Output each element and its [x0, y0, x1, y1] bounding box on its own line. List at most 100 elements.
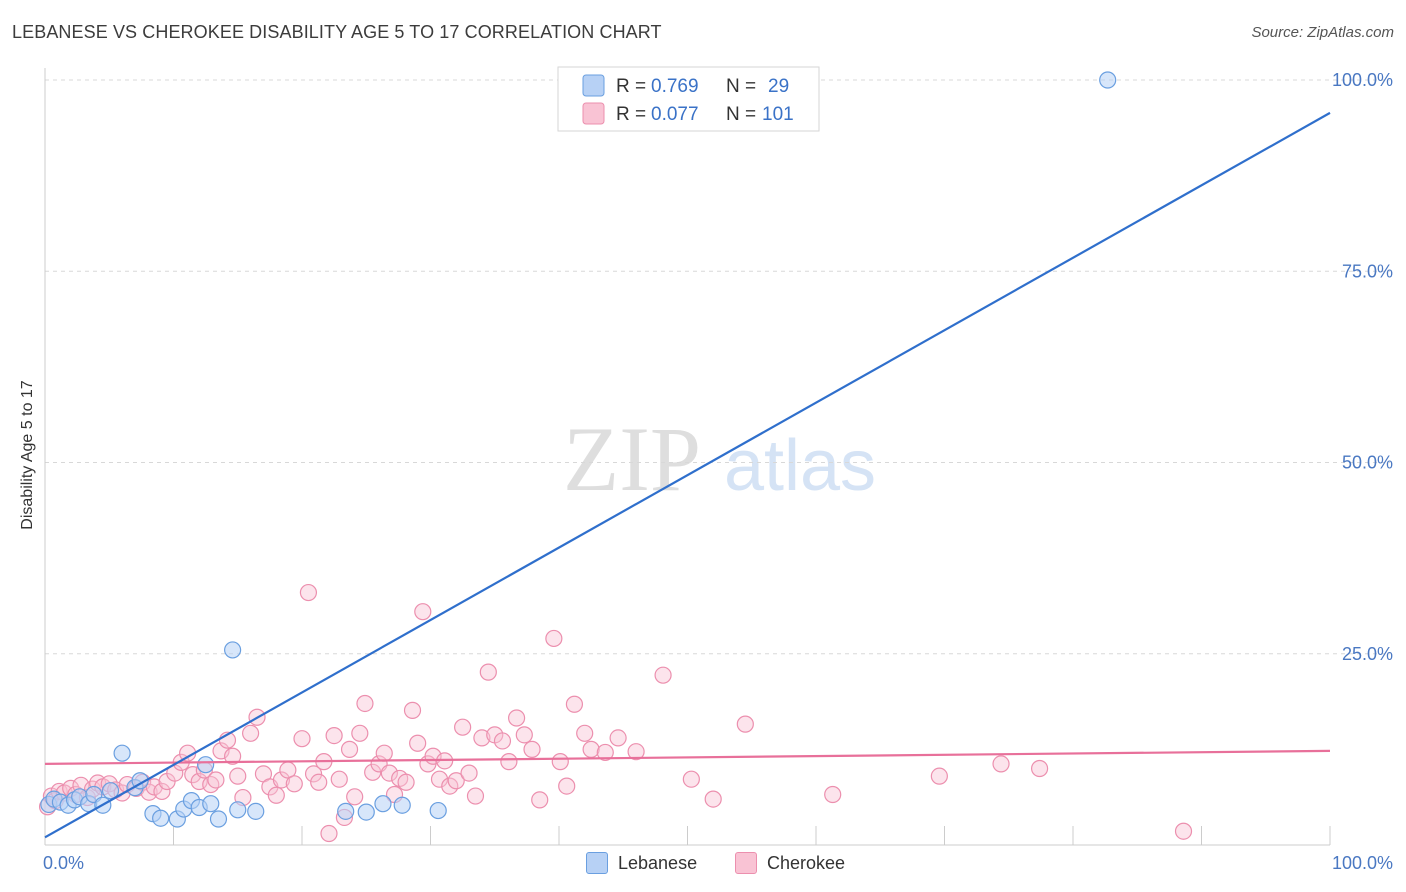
legend-r-value-2: 0.077: [651, 104, 699, 125]
tick-labels: 25.0% 50.0% 75.0% 100.0% 0.0% 100.0%: [43, 70, 1393, 873]
cherokee-point: [531, 791, 549, 809]
cherokee-legend-label: Cherokee: [767, 852, 846, 873]
x-tick-label: 100.0%: [1332, 853, 1393, 873]
bottom-legend-lebanese: Lebanese: [586, 852, 697, 874]
cherokee-point: [242, 724, 260, 742]
cherokee-point: [447, 772, 465, 790]
cherokee-point: [992, 755, 1010, 773]
watermark: ZIP atlas: [563, 408, 876, 510]
cherokee-trend-line: [44, 749, 1331, 766]
cherokee-point: [375, 744, 393, 762]
lebanese-point: [113, 744, 131, 762]
cherokee-point: [1174, 822, 1193, 840]
cherokee-point: [224, 747, 242, 765]
lebanese-point: [393, 796, 411, 814]
trend-lines: [44, 111, 1331, 839]
cherokee-point: [153, 782, 171, 801]
cherokee-point: [202, 775, 220, 794]
lebanese-point: [197, 756, 215, 774]
cherokee-point: [304, 765, 323, 783]
cherokee-point: [460, 764, 478, 782]
legend-swatch-lebanese: [582, 74, 605, 97]
cherokee-point: [473, 729, 491, 747]
cherokee-point: [229, 767, 247, 785]
cherokee-point: [330, 770, 348, 788]
cherokee-point: [565, 695, 584, 713]
cherokee-point: [207, 771, 225, 789]
source-label: Source: ZipAtlas.com: [1251, 24, 1394, 41]
cherokee-point: [558, 777, 576, 795]
lebanese-trend-line: [44, 111, 1331, 839]
cherokee-point: [403, 701, 422, 719]
lebanese-point: [101, 782, 120, 800]
cherokee-point: [500, 753, 518, 771]
lebanese-point: [1099, 71, 1117, 89]
lebanese-point: [224, 641, 242, 659]
lebanese-point: [357, 803, 375, 821]
cherokee-point: [609, 729, 627, 747]
cherokee-point: [272, 771, 291, 789]
legend-n-value-2: 101: [762, 104, 794, 125]
cherokee-point: [346, 788, 364, 806]
cherokee-point: [299, 583, 318, 602]
cherokee-point: [551, 753, 569, 771]
legend-swatch-cherokee: [582, 102, 605, 125]
legend: R = 0.769 N = 29 R = 0.077 N = 101: [557, 66, 820, 132]
cherokee-point: [704, 790, 722, 808]
lebanese-point: [229, 801, 247, 819]
cherokee-point: [523, 740, 541, 758]
watermark-zip: ZIP: [563, 408, 701, 510]
cherokee-swatch: [735, 852, 757, 874]
lebanese-legend-label: Lebanese: [618, 852, 698, 873]
cherokee-point: [654, 666, 672, 684]
lebanese-points: [40, 71, 1117, 828]
cherokee-point: [466, 787, 485, 805]
cherokee-point: [430, 770, 449, 788]
cherokee-point: [582, 740, 600, 758]
chart-title: LEBANESE VS CHEROKEE DISABILITY AGE 5 TO…: [12, 22, 662, 42]
cherokee-point: [454, 718, 472, 736]
lebanese-point: [202, 795, 220, 813]
cherokee-point: [397, 773, 415, 791]
lebanese-point: [209, 810, 228, 828]
cherokee-point: [310, 773, 328, 791]
cherokee-point: [824, 785, 842, 804]
x-tick-label: 0.0%: [43, 853, 84, 873]
lebanese-point: [247, 802, 265, 820]
cherokee-point: [596, 743, 614, 762]
cherokee-point: [576, 724, 594, 742]
cherokee-point: [507, 709, 526, 727]
lebanese-point: [337, 802, 355, 820]
cherokee-point: [380, 764, 398, 782]
cherokee-point: [325, 727, 343, 745]
bottom-legend-cherokee: Cherokee: [735, 852, 845, 874]
cherokee-point: [414, 603, 432, 621]
cherokee-point: [1030, 759, 1049, 778]
lebanese-point: [374, 795, 392, 813]
lebanese-swatch: [586, 852, 608, 874]
cherokee-point: [493, 732, 512, 750]
cherokee-point: [293, 730, 311, 748]
cherokee-point: [356, 694, 374, 713]
lebanese-point: [152, 809, 170, 827]
legend-n-label-1: N =: [726, 76, 756, 97]
y-tick-label: 25.0%: [1342, 644, 1393, 664]
cherokee-point: [320, 824, 338, 843]
cherokee-point: [736, 715, 754, 733]
lebanese-point: [429, 801, 447, 820]
cherokee-point: [515, 726, 533, 744]
cherokee-point: [285, 775, 303, 793]
legend-r-label-2: R =: [616, 104, 646, 125]
cherokee-point: [409, 734, 427, 752]
y-tick-label: 100.0%: [1332, 70, 1393, 90]
gridlines: [45, 79, 1390, 655]
cherokee-point: [267, 786, 285, 804]
y-tick-label: 75.0%: [1342, 261, 1393, 281]
cherokee-point: [682, 770, 700, 788]
legend-n-label-2: N =: [726, 104, 756, 125]
watermark-atlas: atlas: [724, 426, 876, 506]
y-tick-label: 50.0%: [1342, 453, 1393, 473]
cherokee-point: [930, 767, 948, 785]
cherokee-point: [351, 724, 369, 742]
